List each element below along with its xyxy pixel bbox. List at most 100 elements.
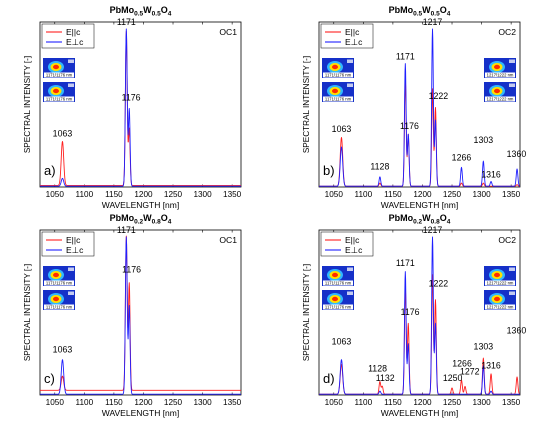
legend-label: E⊥c [66,37,84,47]
x-tick-label: 1300 [472,190,491,199]
beam-colorbar [68,83,74,87]
chart-title: PbMo0.5W0.5O4 [389,5,451,18]
title-part: 0.5 [431,11,440,18]
beam-colorbar [347,59,353,63]
beam-profile-image: 1217/1222 nm [484,82,516,102]
beam-core [53,64,59,70]
peak-label: 1171 [396,258,415,268]
series-line-perpendicular [39,236,242,395]
title-part: W [422,213,431,223]
beam-caption: 1171/1176 nm [325,97,352,102]
peak-label: 1222 [429,279,449,289]
x-tick-label: 1100 [76,190,94,199]
beam-caption-bg [44,72,74,78]
title-part: 0.5 [413,11,422,18]
beam-core [53,88,59,94]
title-part: O [440,213,447,223]
beam-colorbar [68,267,74,271]
beam-caption: 1217/1222 nm [487,97,514,102]
title-part: O [161,213,168,223]
peak-label: 1063 [332,124,352,134]
title-part: W [143,213,152,223]
chart-title: PbMo0.2W0.8O4 [110,213,172,226]
beam-core [332,272,338,278]
peak-label: 1303 [474,341,494,351]
output-coupler-label: OC1 [219,235,237,245]
peak-label: 1063 [53,129,73,139]
title-part: W [422,5,431,15]
beam-caption-bg [323,304,353,310]
x-tick-label: 1050 [325,190,344,199]
series-line-parallel [39,30,242,186]
title-part: 0.2 [413,219,422,226]
chart-panel-c: PbMo0.2W0.8O4 1050 1100 1150 1200 1250 1300 135… [23,213,242,418]
x-tick-label: 1050 [325,398,344,407]
x-tick-label: 1250 [164,398,183,407]
x-tick-label: 1200 [134,398,153,407]
title-part: 0.5 [152,11,161,18]
x-tick-label: 1350 [502,398,521,407]
x-tick-label: 1200 [413,398,432,407]
x-tick-label: 1250 [443,190,462,199]
series-lines [39,28,242,187]
x-tick-label: 1350 [223,398,242,407]
title-part: 0.5 [134,11,143,18]
beam-profile-image: 1171/1176 nm [322,58,354,78]
peak-label: 1250 [443,373,463,383]
beam-core [494,64,500,70]
title-part: 4 [168,219,172,226]
title-part: PbMo [389,5,414,15]
x-tick-label: 1150 [105,190,123,199]
beam-colorbar [509,83,515,87]
beam-core [494,272,500,278]
y-axis-label: SPECTRAL INTENSITY [-] [23,264,32,361]
beam-caption-bg [323,96,353,102]
beam-caption: 1171/1176 nm [325,73,352,78]
title-part: W [143,5,152,15]
y-axis-label: SPECTRAL INTENSITY [-] [302,264,311,361]
legend: E||cE⊥c [41,23,95,49]
peak-label: 1171 [117,225,136,235]
beam-caption: 1171/1176 nm [325,281,352,286]
beam-colorbar [347,291,353,295]
peak-label: 1176 [400,121,419,131]
beam-profile-image: 1217/1222 nm [484,58,516,78]
series-line-parallel [39,235,242,391]
legend-label: E||c [345,27,360,37]
x-tick-label: 1050 [46,190,65,199]
legend-label: E⊥c [66,245,84,255]
beam-profile-image: 1171/1176 nm [322,82,354,102]
peak-label: 1266 [452,359,472,369]
x-tick-label: 1100 [355,190,373,199]
peak-label: 1360 [507,326,527,336]
beam-colorbar [347,83,353,87]
title-part: 4 [168,11,172,18]
beam-caption-bg [44,304,74,310]
legend: E||cE⊥c [320,231,374,257]
title-part: O [161,5,168,15]
peak-label: 1132 [376,373,395,383]
panel-label: b) [323,163,335,178]
x-tick-label: 1100 [76,398,94,407]
plot-frame [39,229,242,396]
peak-label: 1176 [122,264,141,274]
beam-core [332,64,338,70]
chart-title: PbMo0.2W0.8O4 [389,213,451,226]
legend-label: E⊥c [345,37,363,47]
beam-caption-bg [323,72,353,78]
beam-caption-bg [44,280,74,286]
beam-profile-image: 1171/1176 nm [43,266,75,286]
series-line-perpendicular [318,236,521,395]
x-axis-label: WAVELENGTH [nm] [102,408,179,418]
title-part: 0.8 [152,219,161,226]
beam-colorbar [68,59,74,63]
x-tick-label: 1350 [223,190,242,199]
beam-core [494,88,500,94]
panel-label: c) [44,371,55,386]
beam-profile-image: 1217/1222 nm [484,290,516,310]
x-tick-label: 1150 [384,398,402,407]
peak-label: 1176 [401,307,420,317]
peak-label: 1171 [117,17,136,27]
